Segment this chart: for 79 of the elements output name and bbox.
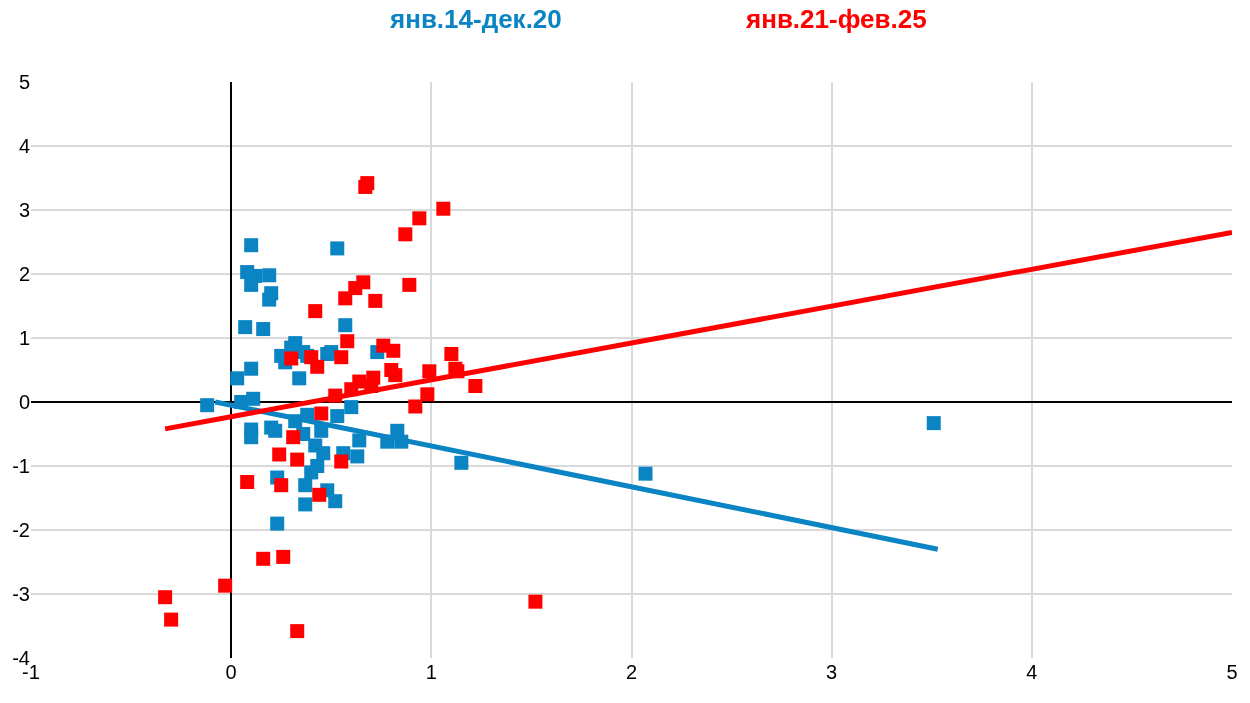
text: янв.14-дек.20 — [389, 4, 562, 34]
point — [398, 227, 413, 242]
point — [298, 478, 313, 493]
y-tick-label: 3 — [18, 199, 30, 221]
point — [330, 409, 345, 424]
y-tick-label: 0 — [18, 391, 30, 413]
point — [350, 449, 365, 464]
point — [298, 497, 313, 512]
point — [436, 201, 451, 216]
point — [352, 433, 367, 448]
point — [638, 466, 653, 481]
point — [926, 416, 941, 431]
x-tick-label: 0 — [225, 661, 237, 683]
x-tick-label: 3 — [826, 661, 838, 683]
point — [244, 430, 259, 445]
point — [264, 286, 279, 301]
point — [308, 304, 323, 319]
point — [244, 238, 259, 253]
point — [454, 455, 469, 470]
point — [444, 347, 459, 361]
point — [238, 320, 253, 335]
x-tick-label: 2 — [625, 661, 638, 683]
point — [290, 452, 305, 467]
point — [310, 459, 325, 473]
point — [368, 293, 383, 308]
point — [284, 351, 299, 366]
point — [386, 343, 401, 358]
point — [314, 406, 329, 421]
point — [218, 578, 233, 593]
point — [340, 334, 355, 349]
x-tick-label: 4 — [1026, 661, 1038, 683]
point — [270, 516, 285, 531]
point — [164, 612, 179, 627]
point — [328, 494, 343, 509]
point — [286, 430, 301, 445]
point — [272, 447, 287, 462]
point — [246, 391, 261, 406]
x-tick-label: 5 — [1226, 661, 1238, 683]
point — [412, 211, 427, 226]
point — [408, 399, 423, 414]
point — [338, 291, 353, 306]
point — [316, 446, 331, 461]
y-tick-label: -2 — [12, 519, 30, 541]
text: янв.21-фев.25 — [745, 4, 927, 34]
point — [290, 624, 305, 639]
point — [240, 475, 255, 489]
point — [256, 551, 271, 566]
point — [230, 371, 245, 386]
point — [262, 268, 277, 283]
point — [274, 478, 289, 493]
point — [330, 241, 345, 256]
point — [402, 277, 417, 292]
point — [366, 370, 381, 385]
point — [276, 549, 291, 564]
point — [388, 368, 403, 383]
point — [312, 487, 327, 502]
point — [338, 318, 353, 333]
y-tick-label: 5 — [18, 71, 30, 93]
point — [244, 361, 259, 376]
point — [292, 371, 307, 386]
point — [468, 379, 483, 393]
point — [334, 454, 349, 469]
point — [310, 359, 325, 374]
point — [356, 275, 371, 290]
y-tick-label: 2 — [18, 263, 30, 285]
y-tick-label: -3 — [12, 583, 30, 605]
point — [200, 398, 215, 413]
y-tick-label: -1 — [12, 455, 30, 477]
point — [158, 590, 173, 605]
x-tick-label: 1 — [425, 661, 437, 683]
point — [344, 400, 359, 415]
point — [268, 423, 283, 438]
point — [420, 387, 435, 402]
y-tick-label: 1 — [18, 327, 30, 349]
point — [422, 364, 437, 379]
point — [256, 322, 271, 337]
y-tick-label: 4 — [18, 135, 30, 157]
point — [528, 594, 543, 609]
point — [334, 350, 349, 365]
